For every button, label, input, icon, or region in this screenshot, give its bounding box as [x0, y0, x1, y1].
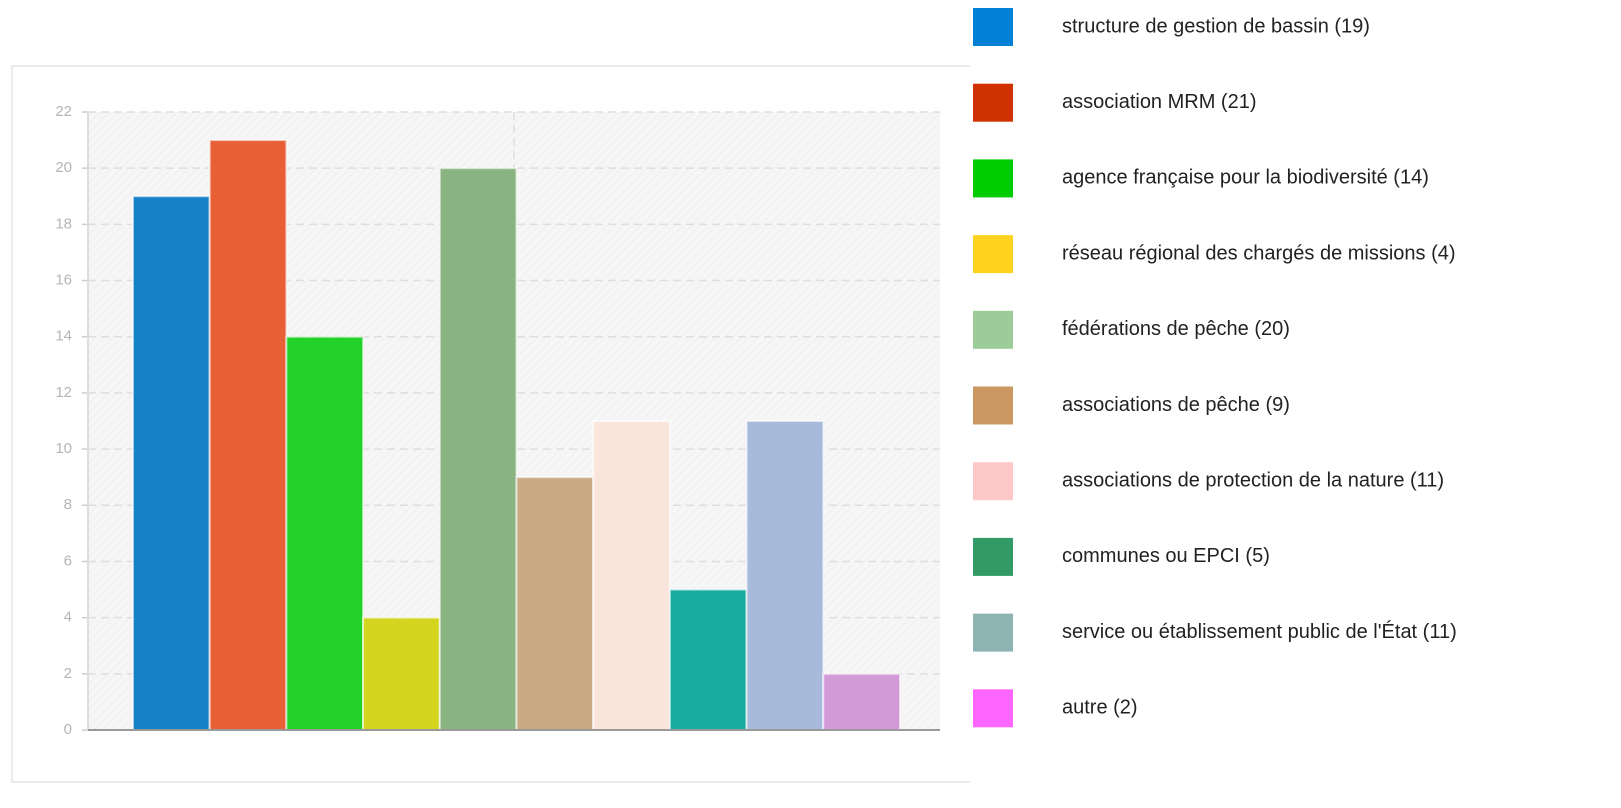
bar [668, 588, 748, 732]
legend-swatch [973, 310, 1013, 349]
bar [132, 195, 211, 732]
legend-label: associations de protection de la nature … [1062, 469, 1444, 491]
bar [362, 616, 441, 731]
bar [515, 476, 595, 731]
bar [438, 167, 518, 731]
legend-swatch [973, 235, 1013, 274]
legend-panel [970, 0, 1621, 808]
legend-swatch [973, 462, 1013, 501]
y-tick-label: 18 [55, 215, 72, 232]
bar [822, 672, 901, 731]
y-tick-label: 12 [55, 384, 72, 401]
y-tick-label: 6 [64, 552, 72, 569]
y-tick-label: 20 [55, 159, 72, 176]
legend-label: autre (2) [1062, 697, 1138, 719]
legend-label: fédérations de pêche (20) [1062, 318, 1290, 340]
legend-label: réseau régional des chargés de missions … [1062, 242, 1456, 264]
y-tick-label: 8 [64, 496, 72, 513]
legend-label: communes ou EPCI (5) [1062, 545, 1270, 567]
legend-label: service ou établissement public de l'Éta… [1062, 620, 1457, 643]
bar [745, 420, 825, 731]
legend-label: associations de pêche (9) [1062, 394, 1290, 416]
legend-label: structure de gestion de bassin (19) [1062, 15, 1370, 37]
legend-swatch [973, 613, 1013, 652]
y-tick-label: 14 [55, 328, 72, 345]
y-tick-label: 4 [64, 609, 72, 626]
y-tick-label: 0 [64, 721, 72, 738]
legend-swatch [973, 159, 1013, 198]
legend-label: association MRM (21) [1062, 91, 1257, 113]
y-tick-label: 22 [55, 103, 72, 120]
y-tick-label: 2 [64, 665, 72, 682]
bar [285, 335, 365, 731]
legend-swatch [973, 689, 1013, 728]
legend-swatch [973, 8, 1013, 46]
y-tick-label: 10 [55, 440, 72, 457]
legend-swatch [973, 537, 1013, 576]
bar [592, 420, 671, 731]
legend-swatch [973, 386, 1013, 425]
bar [208, 139, 288, 732]
legend-label: agence française pour la biodiversité (1… [1062, 167, 1429, 189]
legend-swatch [973, 83, 1013, 122]
y-tick-label: 16 [55, 272, 72, 289]
